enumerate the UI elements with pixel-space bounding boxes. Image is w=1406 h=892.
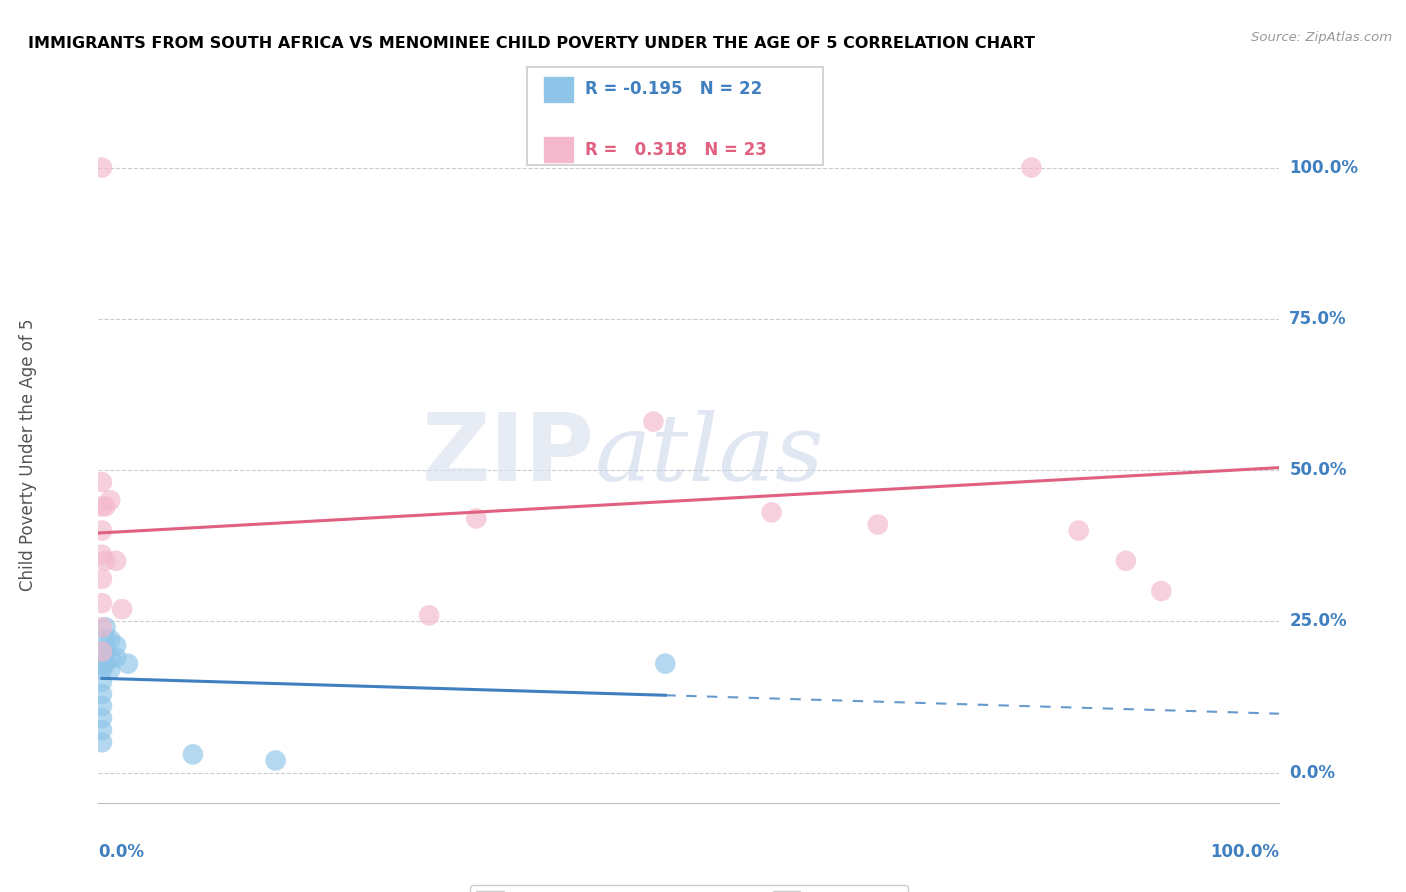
Point [105,639,128,653]
Point [94,657,117,671]
Point [91,500,114,514]
Point [105,554,128,568]
Point [1115,554,1137,568]
Text: 100.0%: 100.0% [1289,159,1358,177]
Point [91,620,114,634]
Point [94,620,117,634]
Point [654,657,676,671]
Point [1067,524,1090,538]
Point [94,632,117,647]
Text: ZIP: ZIP [422,409,595,501]
Point [1150,584,1173,599]
Point [91,644,114,658]
Text: 25.0%: 25.0% [1289,612,1347,631]
Point [94,644,117,658]
Text: Source: ZipAtlas.com: Source: ZipAtlas.com [1251,31,1392,45]
Point [91,524,114,538]
Point [264,754,287,768]
Point [94,554,117,568]
Point [98,632,121,647]
Point [94,500,117,514]
Point [98,650,121,665]
Point [181,747,204,762]
Point [91,723,114,738]
Text: 0.0%: 0.0% [1289,764,1336,781]
Text: 75.0%: 75.0% [1289,310,1347,327]
Point [91,674,114,689]
Point [117,657,139,671]
Point [91,663,114,677]
Point [91,657,114,671]
Point [91,161,114,175]
Point [91,548,114,562]
Point [98,663,121,677]
Point [643,415,665,429]
Point [91,572,114,586]
Point [111,602,134,616]
Point [91,711,114,725]
Point [91,475,114,490]
Text: R = -0.195   N = 22: R = -0.195 N = 22 [585,80,762,98]
Point [98,493,121,508]
Point [105,650,128,665]
Text: 50.0%: 50.0% [1289,461,1347,479]
Point [91,644,114,658]
Point [91,735,114,749]
Point [866,517,889,532]
Text: IMMIGRANTS FROM SOUTH AFRICA VS MENOMINEE CHILD POVERTY UNDER THE AGE OF 5 CORRE: IMMIGRANTS FROM SOUTH AFRICA VS MENOMINE… [28,36,1035,51]
Point [465,511,488,525]
Point [418,608,440,623]
Point [91,698,114,713]
Text: R =   0.318   N = 23: R = 0.318 N = 23 [585,141,766,159]
Text: 100.0%: 100.0% [1211,843,1279,861]
Legend: Immigrants from South Africa, Menominee: Immigrants from South Africa, Menominee [470,885,908,892]
Text: 0.0%: 0.0% [98,843,145,861]
Point [1021,161,1043,175]
Text: atlas: atlas [595,410,824,500]
Point [761,505,783,519]
Point [91,596,114,610]
Text: Child Poverty Under the Age of 5: Child Poverty Under the Age of 5 [20,318,37,591]
Point [91,687,114,701]
